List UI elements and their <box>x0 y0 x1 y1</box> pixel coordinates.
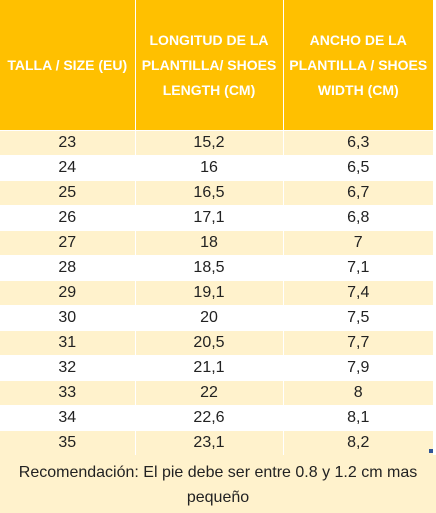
table-body: 23 15,2 6,3 24 16 6,5 25 16,5 6,7 26 17,1 6,8 27 18 7 2… <box>0 130 433 455</box>
header-length: LONGITUD DE LA PLANTILLA/ SHOES LENGTH (… <box>135 0 284 131</box>
table-row: 32 21,1 7,9 <box>0 355 433 381</box>
table-row: 25 16,5 6,7 <box>0 180 433 206</box>
cell-size: 23 <box>0 130 136 156</box>
cell-size: 28 <box>0 255 136 281</box>
resize-handle-icon <box>429 449 433 453</box>
cell-size: 24 <box>0 155 136 181</box>
cell-length: 17,1 <box>135 205 284 231</box>
cell-length: 18 <box>135 230 284 256</box>
cell-size: 27 <box>0 230 136 256</box>
cell-length: 19,1 <box>135 280 284 306</box>
header-row: TALLA / SIZE (EU) LONGITUD DE LA PLANTIL… <box>0 0 433 131</box>
cell-length: 23,1 <box>135 430 284 455</box>
table-row: 27 18 7 <box>0 230 433 256</box>
table-row: 29 19,1 7,4 <box>0 280 433 306</box>
cell-length: 16,5 <box>135 180 284 206</box>
cell-width: 7,5 <box>283 305 433 331</box>
cell-width: 7,1 <box>283 255 433 281</box>
cell-length: 18,5 <box>135 255 284 281</box>
cell-length: 16 <box>135 155 284 181</box>
cell-width: 7,9 <box>283 355 433 381</box>
cell-length: 22,6 <box>135 405 284 431</box>
table-row: 31 20,5 7,7 <box>0 330 433 356</box>
header-size: TALLA / SIZE (EU) <box>0 0 136 131</box>
table-row: 34 22,6 8,1 <box>0 405 433 431</box>
cell-size: 26 <box>0 205 136 231</box>
table-row: 23 15,2 6,3 <box>0 130 433 156</box>
cell-size: 29 <box>0 280 136 306</box>
size-table: TALLA / SIZE (EU) LONGITUD DE LA PLANTIL… <box>0 0 433 455</box>
cell-length: 21,1 <box>135 355 284 381</box>
table-row: 33 22 8 <box>0 380 433 406</box>
cell-size: 31 <box>0 330 136 356</box>
cell-width: 7,4 <box>283 280 433 306</box>
cell-size: 25 <box>0 180 136 206</box>
cell-width: 7,7 <box>283 330 433 356</box>
cell-size: 32 <box>0 355 136 381</box>
cell-size: 34 <box>0 405 136 431</box>
cell-width: 6,3 <box>283 130 433 156</box>
recommendation-note: Recomendación: El pie debe ser entre 0.8… <box>0 455 436 513</box>
cell-width: 7 <box>283 230 433 256</box>
cell-width: 8 <box>283 380 433 406</box>
table-row: 35 23,1 8,2 <box>0 430 433 455</box>
cell-size: 30 <box>0 305 136 331</box>
cell-width: 8,1 <box>283 405 433 431</box>
table-row: 30 20 7,5 <box>0 305 433 331</box>
cell-size: 33 <box>0 380 136 406</box>
table-row: 26 17,1 6,8 <box>0 205 433 231</box>
cell-size: 35 <box>0 430 136 455</box>
table-row: 28 18,5 7,1 <box>0 255 433 281</box>
cell-length: 20,5 <box>135 330 284 356</box>
table-row: 24 16 6,5 <box>0 155 433 181</box>
cell-length: 20 <box>135 305 284 331</box>
cell-width: 6,5 <box>283 155 433 181</box>
cell-width: 8,2 <box>283 430 433 455</box>
header-width: ANCHO DE LA PLANTILLA / SHOES WIDTH (CM) <box>283 0 433 131</box>
cell-width: 6,7 <box>283 180 433 206</box>
cell-length: 15,2 <box>135 130 284 156</box>
cell-length: 22 <box>135 380 284 406</box>
cell-width: 6,8 <box>283 205 433 231</box>
